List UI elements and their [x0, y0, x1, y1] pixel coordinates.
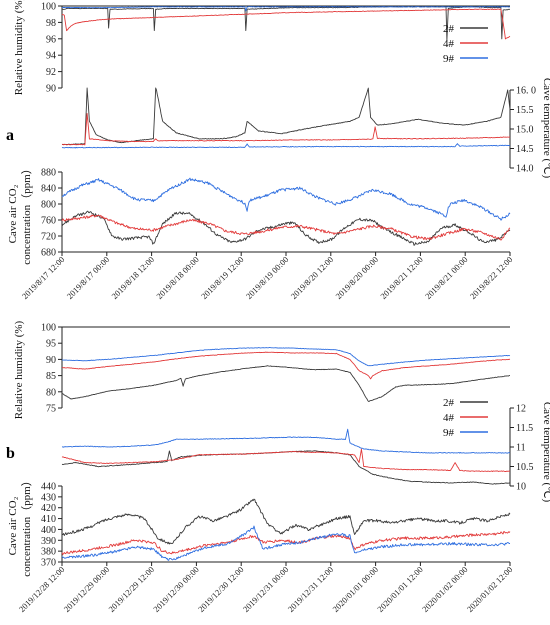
ytick-label-a-co2: 880 — [41, 168, 56, 179]
legend-label-a-9: 9# — [443, 53, 455, 65]
panel-label-b: b — [6, 445, 15, 462]
series-b-co2-4 — [61, 530, 511, 555]
ytick-label-b-humidity: 90 — [46, 355, 56, 366]
series-a-humidity-9 — [61, 6, 511, 12]
ytick-label-b-co2: 380 — [41, 547, 56, 558]
series-a-humidity-4 — [61, 8, 511, 40]
ytick-label-a-humidity: 92 — [46, 67, 56, 78]
series-a-co2-9 — [61, 177, 511, 221]
series-b-temperature-9 — [61, 428, 511, 454]
ylabel-b-co2-2: concentration（ppm） — [20, 475, 33, 576]
ytick-label-a-co2: 760 — [41, 216, 56, 227]
ylabel-b-co2: Cave air CO₂ — [7, 496, 19, 555]
ytick-label-b-humidity: 95 — [46, 339, 56, 350]
ytick-label-b-temperature: 11.5 — [516, 423, 533, 434]
ylabel-a-humidity: Relative humidity (%) — [13, 0, 25, 95]
ytick-label-a-co2: 800 — [41, 200, 56, 211]
legend-label-a-4: 4# — [443, 38, 455, 50]
ytick-label-a-humidity: 100 — [41, 2, 56, 13]
ytick-label-a-humidity: 94 — [46, 51, 56, 62]
ytick-label-b-co2: 370 — [41, 558, 56, 569]
ylabel-b-humidity: Relative humidity (%) — [13, 320, 25, 419]
legend-label-b-9: 9# — [443, 427, 455, 439]
ytick-label-b-co2: 420 — [41, 503, 56, 514]
ytick-label-a-temperature: 15.0 — [516, 125, 534, 136]
series-b-temperature-4 — [61, 448, 511, 472]
ytick-label-a-co2: 840 — [41, 184, 56, 195]
ytick-label-b-co2: 400 — [41, 525, 56, 536]
series-a-temperature-9 — [61, 143, 511, 149]
series-a-temperature-2 — [61, 87, 511, 146]
ytick-label-b-humidity: 75 — [46, 404, 56, 415]
legend-label-a-2: 2# — [443, 23, 455, 35]
ytick-label-a-humidity: 96 — [46, 34, 56, 45]
ytick-label-b-co2: 410 — [41, 514, 56, 525]
ytick-label-a-temperature: 15.5 — [516, 105, 534, 116]
ytick-label-a-temperature: 14.0 — [516, 164, 534, 175]
ytick-label-b-co2: 440 — [41, 482, 56, 493]
ytick-label-a-co2: 680 — [41, 248, 56, 259]
series-b-humidity-9 — [61, 347, 511, 367]
ytick-label-a-humidity: 98 — [46, 18, 56, 29]
series-b-co2-9 — [61, 525, 511, 561]
ytick-label-b-co2: 390 — [41, 536, 56, 547]
series-b-humidity-4 — [62, 351, 511, 380]
ytick-label-b-temperature: 11 — [516, 443, 526, 454]
series-b-co2-2 — [61, 498, 511, 545]
ytick-label-b-co2: 430 — [41, 492, 56, 503]
ylabel-a-co2-text: Cave air CO₂ — [7, 184, 19, 243]
ytick-label-a-co2: 720 — [41, 232, 56, 243]
legend-label-b-4: 4# — [443, 412, 455, 424]
legend-label-b-2: 2# — [443, 397, 455, 409]
ytick-label-a-temperature: 14.5 — [516, 144, 534, 155]
ylabel-a-co2: Cave air CO₂ — [7, 184, 19, 243]
ylabel-a-temperature: Cave temperature (℃) — [541, 78, 550, 179]
ytick-label-b-humidity: 85 — [46, 371, 56, 382]
ytick-label-a-temperature: 16. 0 — [516, 86, 536, 97]
ylabel-b-temperature: Cave temperature (℃) — [541, 402, 550, 503]
series-a-co2-4 — [61, 214, 511, 241]
ytick-label-b-temperature: 10.5 — [516, 462, 534, 473]
ytick-label-b-humidity: 100 — [41, 323, 56, 334]
ytick-label-b-humidity: 80 — [46, 387, 56, 398]
ytick-label-b-temperature: 10 — [516, 482, 526, 493]
series-a-temperature-4 — [61, 112, 511, 146]
series-b-humidity-2 — [61, 365, 510, 402]
ytick-label-b-temperature: 12 — [516, 404, 526, 415]
ytick-label-a-humidity: 90 — [46, 84, 56, 95]
series-a-co2-2 — [61, 210, 511, 246]
panel-label-a: a — [6, 127, 14, 144]
ylabel-a-co2-2: concentration（ppm） — [20, 163, 33, 264]
